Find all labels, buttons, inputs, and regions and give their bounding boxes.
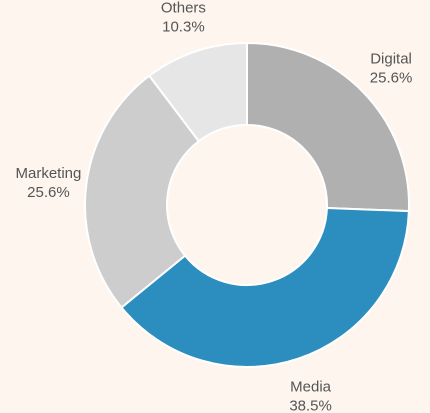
slice-name: Digital — [370, 50, 412, 67]
slice-marketing — [84, 74, 201, 309]
slice-percent: 25.6% — [27, 184, 70, 201]
slice-labels: Digital 25.6% Media 38.5% Marketing 25.6% Othe… — [15, 0, 412, 413]
slice-media — [120, 206, 410, 368]
slice-name: Media — [290, 379, 332, 396]
slice-others — [147, 41, 248, 143]
donut-slices — [84, 41, 410, 368]
slice-label-media: Media 38.5% — [289, 379, 332, 413]
slice-name: Others — [161, 0, 206, 16]
slice-label-others: Others 10.3% — [161, 0, 206, 35]
slice-digital — [246, 41, 410, 213]
slice-percent: 38.5% — [289, 398, 332, 413]
slice-name: Marketing — [15, 165, 81, 182]
slice-label-digital: Digital 25.6% — [370, 50, 413, 86]
slice-percent: 25.6% — [370, 69, 413, 86]
slice-label-marketing: Marketing 25.6% — [15, 165, 81, 201]
slice-percent: 10.3% — [162, 18, 205, 35]
